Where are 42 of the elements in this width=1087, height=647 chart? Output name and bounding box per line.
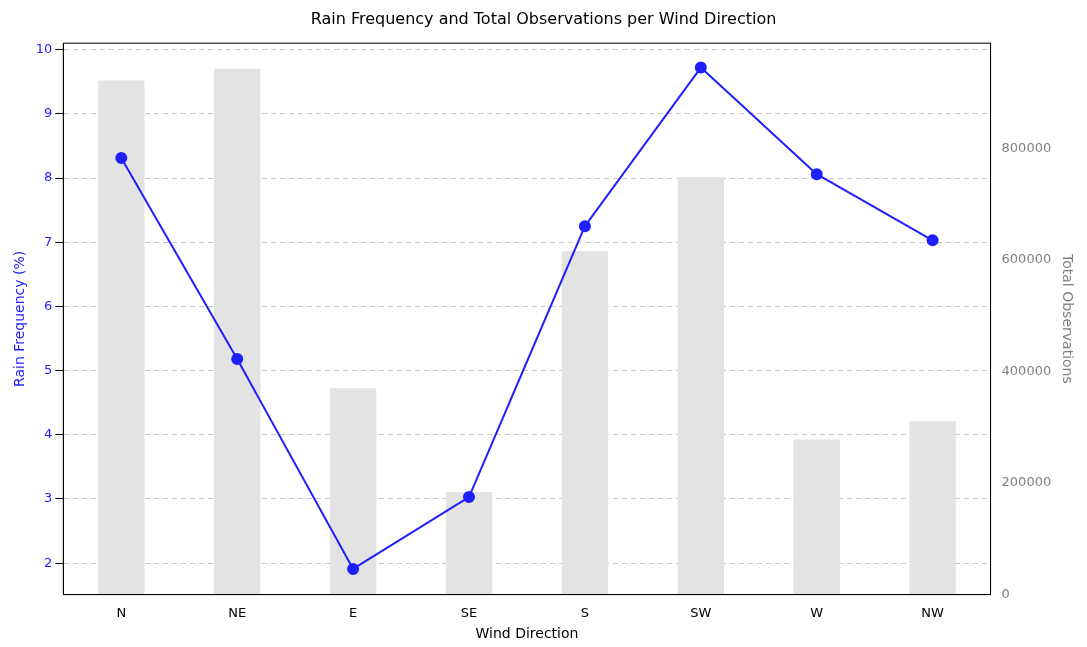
- y-tick-label: 6: [44, 297, 53, 313]
- y2-tick-label: 400000: [1001, 362, 1052, 378]
- bar: [329, 388, 377, 595]
- x-tick-label: S: [580, 604, 590, 620]
- x-tick-label: SW: [690, 604, 712, 620]
- point: [115, 152, 128, 165]
- y2-tick-label: 800000: [1001, 139, 1052, 155]
- y-tick-label: 10: [35, 40, 53, 56]
- x-tick-label: N: [116, 604, 127, 620]
- chart-title: Rain Frequency and Total Observations per Wind Direction: [310, 8, 777, 28]
- x-tick-label: NE: [228, 604, 247, 620]
- x-tick-label: NW: [921, 604, 945, 620]
- point: [463, 491, 476, 504]
- x-axis-title: Wind Direction: [475, 625, 579, 642]
- y-tick-label: 9: [44, 105, 53, 121]
- point: [231, 353, 244, 366]
- point: [347, 562, 360, 575]
- y-tick-label: 7: [44, 233, 53, 249]
- y-tick-label: 4: [44, 426, 53, 442]
- point: [694, 61, 707, 74]
- y2-tick-label: 600000: [1001, 251, 1052, 267]
- point: [578, 220, 591, 233]
- y2-tick-label: 200000: [1001, 474, 1052, 490]
- bar: [98, 80, 145, 595]
- x-tick-label: SE: [460, 604, 478, 620]
- y-tick-label: 3: [44, 490, 53, 506]
- bar: [677, 177, 724, 595]
- bar: [561, 251, 609, 595]
- point: [810, 168, 823, 181]
- y-tick-label: 2: [44, 554, 53, 570]
- y-axis-title: Rain Frequency (%): [11, 250, 28, 388]
- bar: [214, 68, 261, 595]
- y-tick-label: 5: [44, 361, 53, 377]
- y2-axis-title: Total Observations: [1059, 253, 1076, 384]
- x-tick-label: E: [348, 604, 358, 620]
- y2-tick-label: 0: [1001, 585, 1010, 601]
- y-tick-label: 8: [44, 169, 53, 185]
- bar: [909, 421, 956, 595]
- bar: [793, 439, 840, 595]
- x-tick-label: W: [810, 604, 824, 620]
- bar: [445, 492, 493, 595]
- point: [926, 234, 939, 247]
